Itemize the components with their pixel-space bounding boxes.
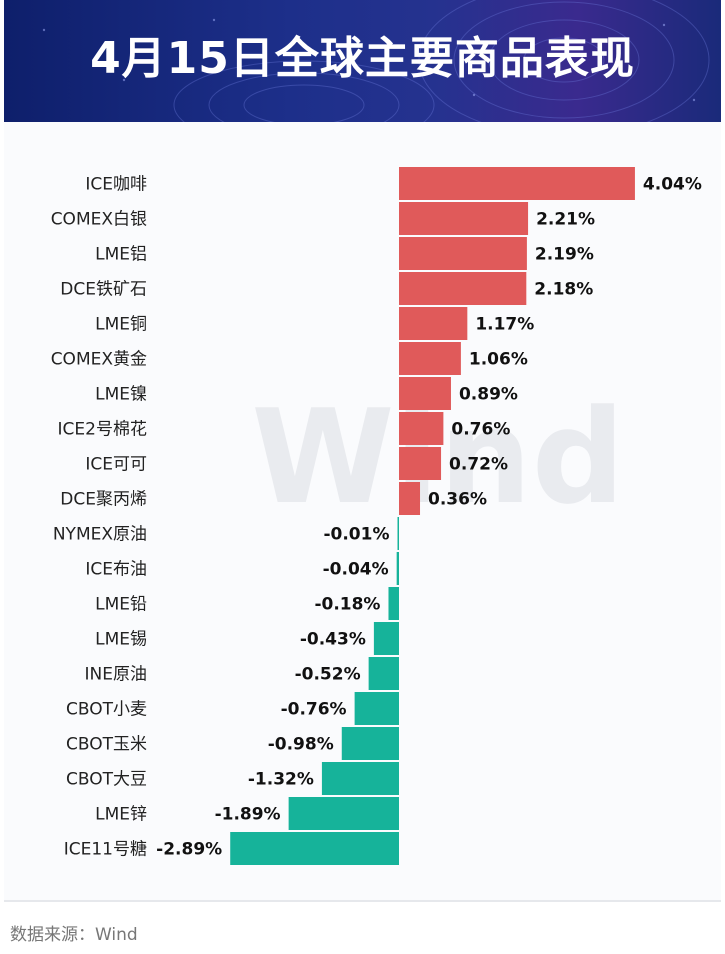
- bar-11: [397, 517, 399, 550]
- value-label: -0.18%: [314, 595, 380, 615]
- value-label: 2.21%: [536, 210, 595, 230]
- value-label: -0.98%: [268, 735, 334, 755]
- page-title: 4月15日全球主要商品表现: [90, 33, 635, 84]
- value-label: 0.89%: [459, 385, 518, 405]
- value-label: -0.01%: [323, 525, 389, 545]
- value-label: -1.32%: [248, 770, 314, 790]
- title-banner: 4月15日全球主要商品表现: [4, 0, 721, 122]
- bar-19: [288, 797, 399, 830]
- bar-9: [399, 447, 442, 480]
- category-label: COMEX白银: [51, 210, 147, 230]
- bar-6: [399, 342, 461, 375]
- category-label: ICE11号糖: [64, 840, 147, 860]
- commodity-bar-chart: Wind ICE咖啡4.04%COMEX白银2.21%LME铝2.19%DCE铁…: [51, 167, 702, 865]
- category-label: COMEX黄金: [51, 350, 147, 370]
- bar-8: [399, 412, 444, 445]
- bar-4: [399, 272, 527, 305]
- value-label: 2.18%: [534, 280, 593, 300]
- bar-10: [399, 482, 421, 515]
- category-label: LME镍: [95, 385, 147, 405]
- category-label: ICE2号棉花: [58, 420, 147, 440]
- category-label: LME铝: [95, 245, 147, 265]
- bar-20: [230, 832, 399, 865]
- bar-1: [399, 167, 635, 200]
- bar-12: [396, 552, 399, 585]
- value-label: 0.76%: [451, 420, 510, 440]
- value-label: -0.04%: [323, 560, 389, 580]
- bar-3: [399, 237, 527, 270]
- chart-panel: Wind ICE咖啡4.04%COMEX白银2.21%LME铝2.19%DCE铁…: [4, 122, 721, 902]
- bar-5: [399, 307, 468, 340]
- category-label: ICE咖啡: [85, 175, 147, 195]
- value-label: 2.19%: [535, 245, 594, 265]
- value-label: 0.36%: [428, 490, 487, 510]
- category-label: NYMEX原油: [53, 525, 147, 545]
- value-label: -1.89%: [215, 805, 281, 825]
- category-label: CBOT玉米: [66, 735, 147, 755]
- value-label: 1.06%: [469, 350, 528, 370]
- bar-14: [373, 622, 399, 655]
- data-source-note: 数据来源：Wind: [10, 925, 138, 945]
- category-label: DCE聚丙烯: [60, 490, 147, 510]
- category-label: LME锡: [95, 630, 147, 650]
- value-label: 1.17%: [475, 315, 534, 335]
- category-label: DCE铁矿石: [60, 280, 147, 300]
- bar-2: [399, 202, 529, 235]
- category-label: LME锌: [95, 805, 147, 825]
- category-label: ICE可可: [85, 455, 147, 475]
- bar-18: [321, 762, 399, 795]
- category-label: CBOT大豆: [66, 770, 147, 790]
- value-label: -0.76%: [281, 700, 347, 720]
- bar-15: [368, 657, 399, 690]
- category-label: LME铜: [95, 315, 147, 335]
- category-label: CBOT小麦: [66, 700, 147, 720]
- value-label: -0.43%: [300, 630, 366, 650]
- bar-13: [388, 587, 399, 620]
- category-label: INE原油: [85, 665, 147, 685]
- bar-16: [354, 692, 399, 725]
- category-label: LME铅: [95, 595, 147, 615]
- value-label: -2.89%: [156, 840, 222, 860]
- category-label: ICE布油: [85, 560, 147, 580]
- banner-background-pattern: [42, 0, 710, 122]
- bar-7: [399, 377, 451, 410]
- value-label: 4.04%: [643, 175, 702, 195]
- value-label: 0.72%: [449, 455, 508, 475]
- value-label: -0.52%: [295, 665, 361, 685]
- bar-17: [341, 727, 399, 760]
